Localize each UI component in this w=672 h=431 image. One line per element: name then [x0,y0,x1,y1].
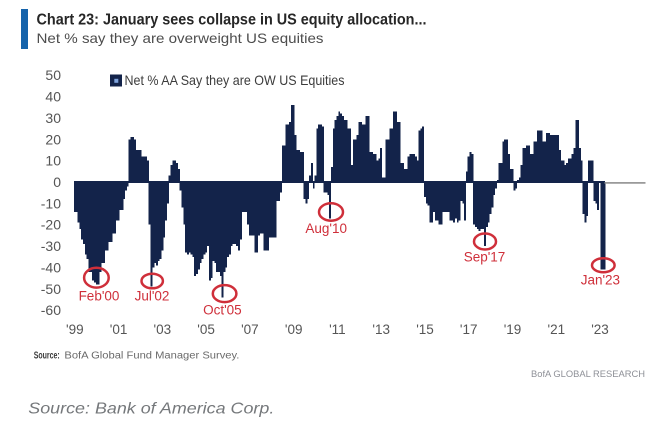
svg-text:'01: '01 [110,322,128,337]
svg-text:0: 0 [53,174,61,190]
svg-text:-30: -30 [41,238,61,254]
svg-text:'21: '21 [548,322,566,337]
svg-text:BofA Global Fund Manager Surve: BofA Global Fund Manager Survey. [64,351,239,362]
svg-text:Feb'00: Feb'00 [79,289,120,304]
svg-text:'05: '05 [197,322,215,337]
svg-text:'15: '15 [416,322,434,337]
svg-text:Net % say they are overweight: Net % say they are overweight US equitie… [37,30,324,46]
svg-text:Chart 23: January sees collaps: Chart 23: January sees collapse in US eq… [37,12,427,29]
svg-text:'13: '13 [372,322,390,337]
svg-text:-20: -20 [41,217,61,233]
svg-text:'23: '23 [591,322,609,337]
svg-text:'99: '99 [66,322,84,337]
svg-text:Source: Bank of America Corp.: Source: Bank of America Corp. [28,401,274,418]
svg-text:'19: '19 [504,322,522,337]
svg-text:Aug'10: Aug'10 [305,221,347,236]
svg-text:'11: '11 [329,322,346,337]
svg-text:'17: '17 [460,322,478,337]
svg-text:Jan'23: Jan'23 [581,273,620,288]
svg-text:30: 30 [45,110,61,126]
svg-text:-60: -60 [41,302,61,318]
svg-text:50: 50 [45,67,61,83]
svg-text:40: 40 [45,89,61,105]
svg-text:'09: '09 [285,322,303,337]
svg-text:Sep'17: Sep'17 [464,250,506,265]
svg-text:20: 20 [45,131,61,147]
svg-text:10: 10 [45,153,61,169]
svg-text:Source:: Source: [34,351,60,362]
svg-text:'03: '03 [154,322,172,337]
svg-text:Net % AA Say they are OW US Eq: Net % AA Say they are OW US Equities [125,72,345,88]
svg-text:Jul'02: Jul'02 [135,289,170,304]
svg-text:'07: '07 [241,322,259,337]
svg-text:-10: -10 [41,195,61,211]
svg-text:BofA GLOBAL RESEARCH: BofA GLOBAL RESEARCH [531,369,645,380]
svg-text:-50: -50 [41,281,61,297]
svg-text:Oct'05: Oct'05 [203,303,242,318]
svg-text:-40: -40 [41,260,61,276]
